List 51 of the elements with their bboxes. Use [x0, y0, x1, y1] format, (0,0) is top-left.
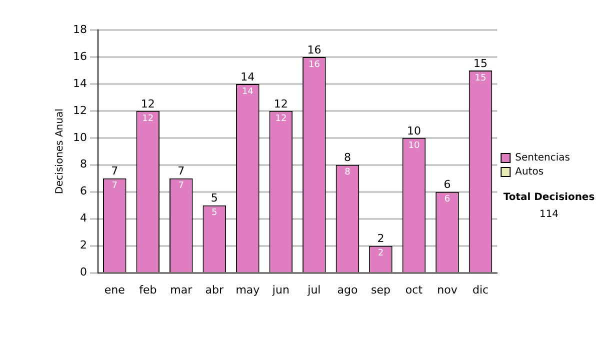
x-tick-label: sep [370, 283, 390, 296]
x-tick-label: abr [205, 283, 224, 296]
data-label: 16 [308, 60, 320, 70]
data-label: 5 [212, 208, 218, 218]
y-tick-label: 14 [72, 76, 87, 90]
data-label: 8 [344, 168, 351, 178]
y-tick-label: 18 [72, 22, 87, 36]
data-label: 6 [444, 194, 450, 205]
y-tick-label: 0 [80, 266, 87, 279]
total-label: 7 [111, 164, 118, 178]
data-label: 15 [474, 73, 486, 84]
legend-label: Autos [515, 166, 544, 178]
y-tick-label: 10 [72, 130, 87, 144]
x-tick-label: oct [405, 283, 424, 296]
data-label: 14 [242, 86, 254, 97]
data-label: 10 [408, 140, 420, 151]
x-tick-label: nov [437, 283, 458, 296]
data-label: 12 [142, 114, 154, 124]
data-label: 7 [178, 181, 184, 192]
text: Total Decisiones [502, 192, 596, 203]
text: 114 [538, 209, 560, 220]
total-label: 14 [240, 70, 255, 84]
x-tick-label: jun [271, 283, 290, 296]
x-tick-label: may [236, 283, 260, 296]
total-label: 16 [307, 43, 322, 56]
total-label: 6 [444, 178, 451, 192]
total-label: 12 [140, 97, 155, 110]
y-tick-label: 4 [80, 212, 87, 225]
x-tick-label: ene [104, 283, 126, 296]
y-tick-label: 8 [80, 158, 87, 171]
y-tick-label: 16 [72, 50, 87, 63]
x-tick-label: feb [139, 283, 157, 296]
data-label: 12 [275, 114, 287, 124]
x-tick-label: ago [337, 283, 358, 296]
y-tick-label: 6 [80, 184, 87, 198]
total-label: 15 [474, 56, 488, 70]
data-label: 2 [378, 248, 384, 259]
x-tick-label: mar [170, 283, 193, 296]
total-label: 7 [178, 164, 185, 178]
x-tick-label: dic [472, 283, 489, 296]
x-tick-label: jul [306, 283, 321, 296]
total-label: 10 [406, 124, 421, 138]
total-label: 5 [210, 192, 218, 205]
data-label: 7 [112, 181, 118, 192]
total-label: 8 [344, 151, 351, 164]
y-tick-label: 2 [80, 238, 87, 252]
y-tick-label: 12 [72, 104, 87, 117]
total-label: 2 [377, 232, 384, 246]
legend-label: Sentencias [515, 152, 570, 164]
total-label: 12 [274, 97, 288, 110]
y-axis-title: Decisiones Anual [54, 108, 66, 194]
